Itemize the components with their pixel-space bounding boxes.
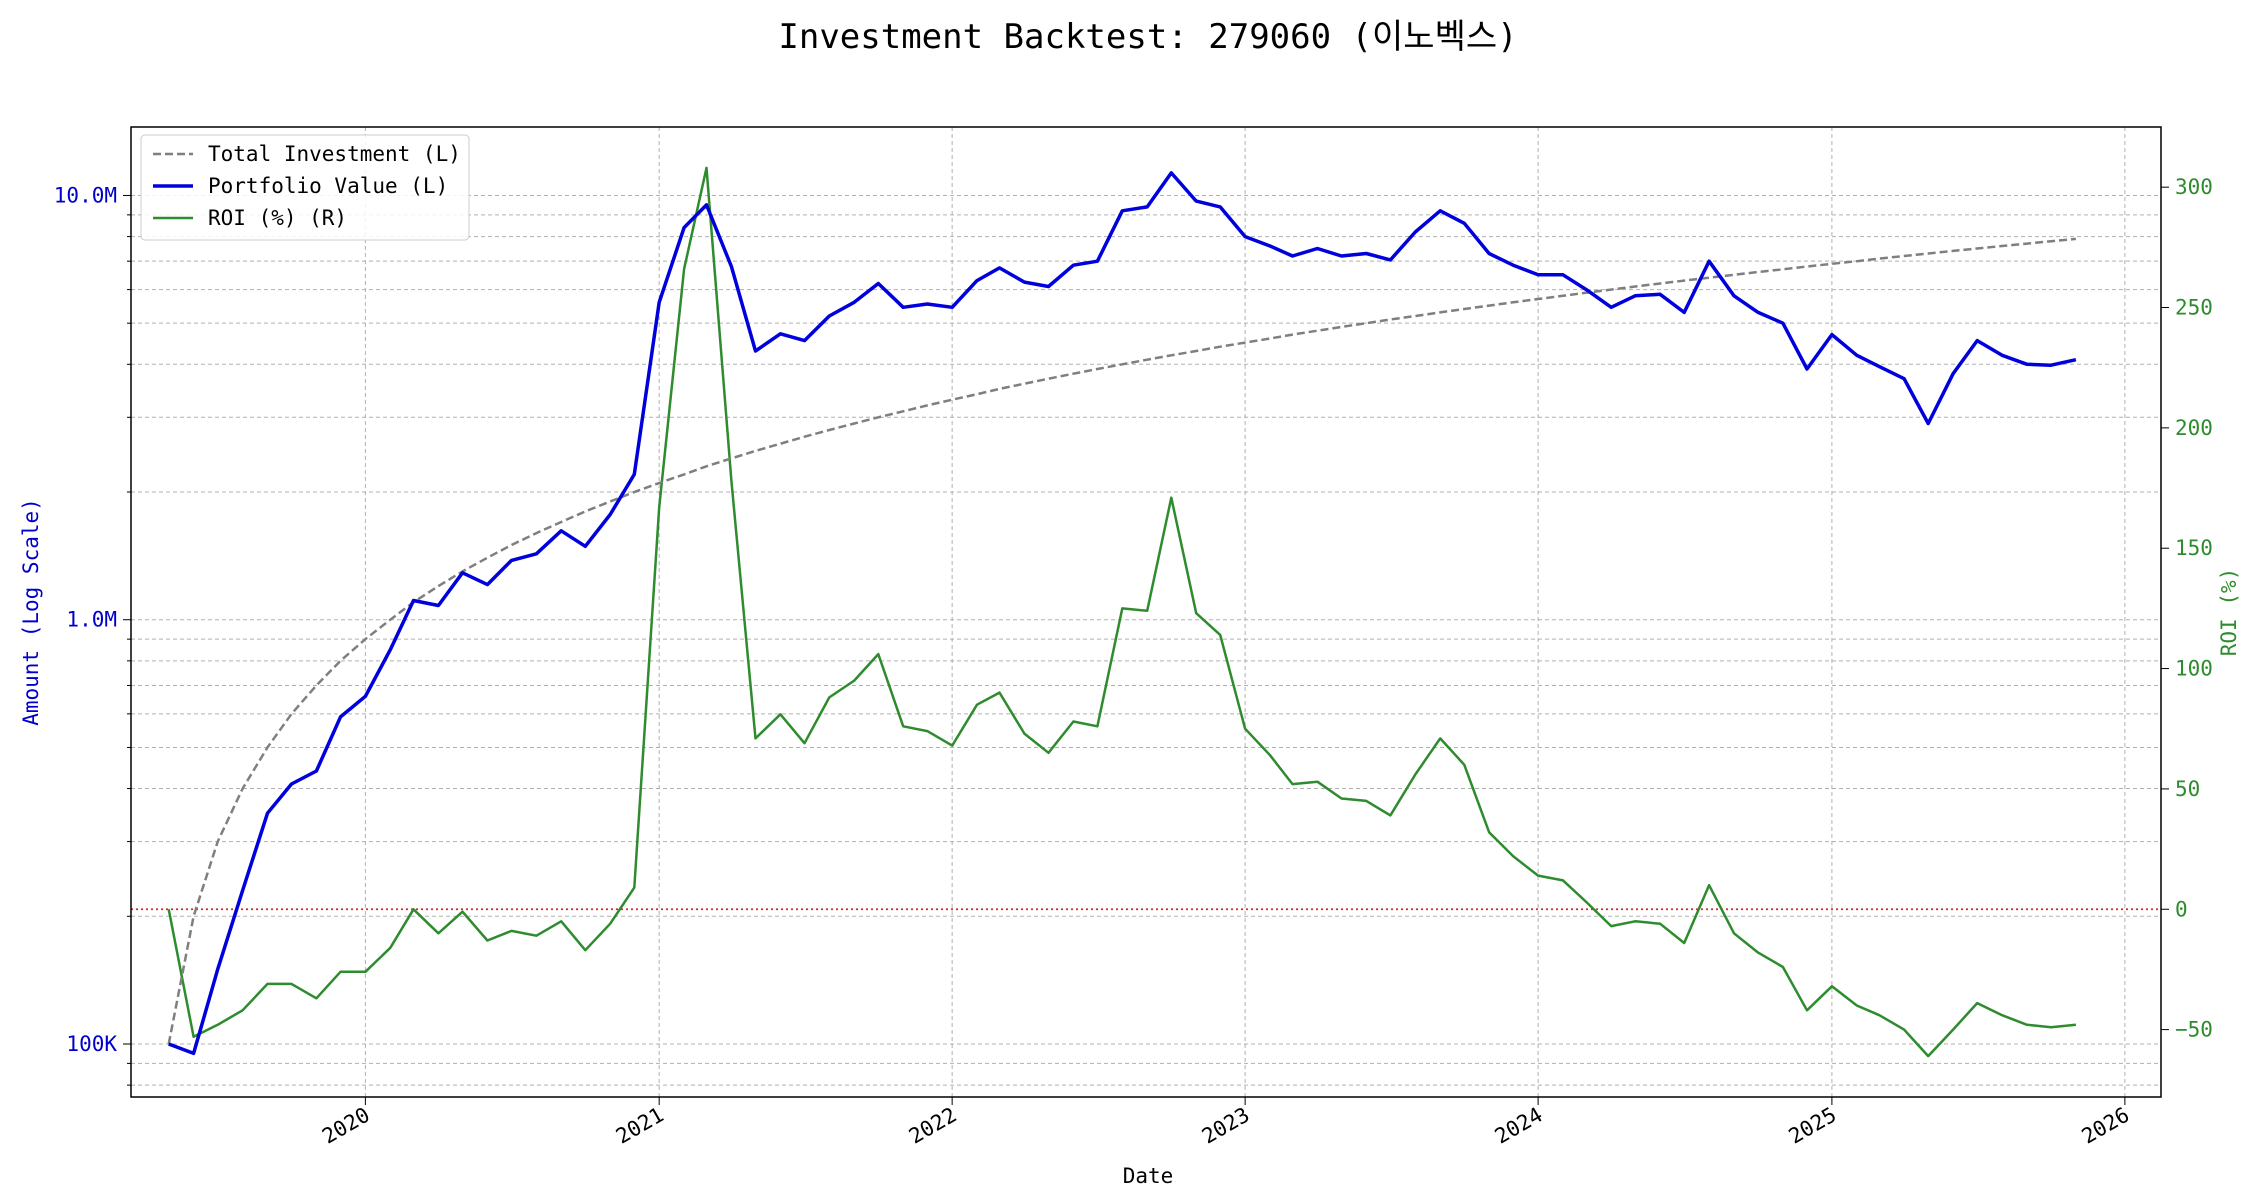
left-axis-label: Amount (Log Scale) — [19, 498, 43, 726]
legend-label-roi: ROI (%) (R) — [208, 206, 347, 230]
legend-label-total-investment: Total Investment (L) — [208, 142, 461, 166]
left-tick-label: 1.0M — [66, 608, 117, 632]
portfolio-value-line — [168, 171, 2077, 1056]
roi-line — [167, 166, 2077, 1058]
legend: Total Investment (L) Portfolio Value (L)… — [140, 134, 470, 241]
chart-title: Investment Backtest: 279060 (이노벡스) — [778, 17, 1517, 57]
right-tick-label: 250 — [2175, 296, 2213, 320]
total-investment-line — [167, 237, 2077, 1045]
right-tick-label: 300 — [2175, 175, 2213, 199]
right-axis: −50 0 50 100 150 200 250 300 — [2161, 175, 2213, 1042]
right-axis-label: ROI (%) — [2217, 568, 2241, 657]
left-tick-label: 100K — [66, 1032, 117, 1056]
series-lines — [167, 166, 2077, 1058]
right-tick-label: 150 — [2175, 536, 2213, 560]
x-axis-label: Date — [1123, 1164, 1174, 1188]
left-tick-label: 10.0M — [54, 183, 117, 207]
left-axis: 100K 1.0M 10.0M — [54, 183, 131, 1086]
right-tick-label: 200 — [2175, 416, 2213, 440]
right-tick-label: −50 — [2175, 1018, 2213, 1042]
right-tick-label: 50 — [2175, 777, 2200, 801]
right-tick-label: 100 — [2175, 657, 2213, 681]
legend-label-portfolio-value: Portfolio Value (L) — [208, 174, 448, 198]
legend-box — [140, 134, 470, 241]
right-tick-label: 0 — [2175, 897, 2188, 921]
plot-frame — [130, 126, 2162, 1098]
